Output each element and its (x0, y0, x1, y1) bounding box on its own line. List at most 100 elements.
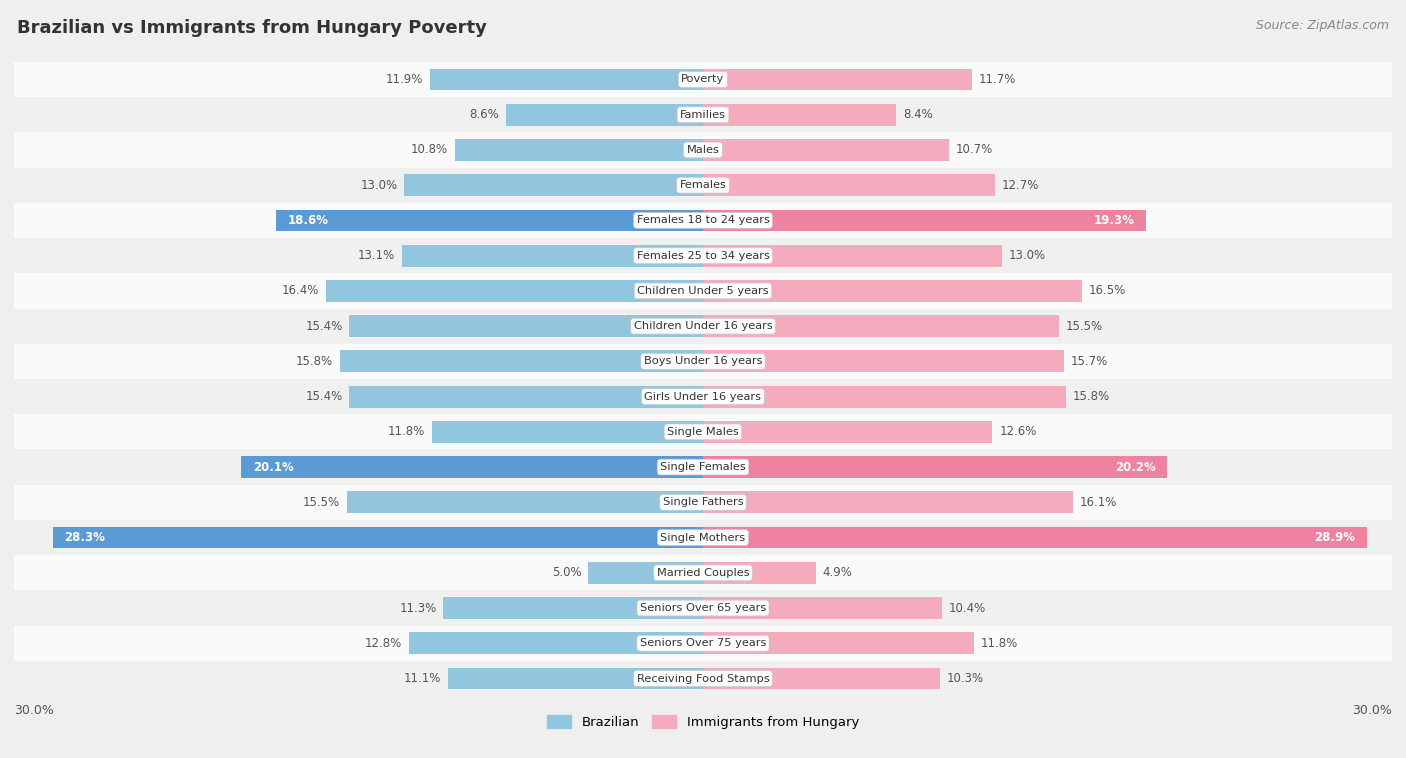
Bar (703, 386, 1066, 408)
Text: Girls Under 16 years: Girls Under 16 years (644, 392, 762, 402)
Bar (276, 209, 703, 231)
Text: 15.4%: 15.4% (305, 390, 343, 403)
Text: 8.6%: 8.6% (468, 108, 499, 121)
Text: 20.2%: 20.2% (1115, 461, 1156, 474)
Bar (409, 632, 703, 654)
Text: Males: Males (686, 145, 720, 155)
Bar (703, 245, 1001, 267)
Text: 10.3%: 10.3% (946, 672, 984, 685)
Text: 12.7%: 12.7% (1001, 179, 1039, 192)
Text: 13.1%: 13.1% (359, 249, 395, 262)
Bar (703, 421, 993, 443)
Bar (14, 274, 1392, 309)
Bar (14, 625, 1392, 661)
Bar (14, 414, 1392, 449)
Bar (14, 520, 1392, 555)
Text: 13.0%: 13.0% (360, 179, 398, 192)
Bar (14, 62, 1392, 97)
Bar (14, 379, 1392, 414)
Text: 15.5%: 15.5% (1066, 320, 1102, 333)
Bar (430, 68, 703, 90)
Text: 11.3%: 11.3% (399, 602, 437, 615)
Bar (703, 491, 1073, 513)
Text: 10.7%: 10.7% (956, 143, 993, 156)
Bar (347, 491, 703, 513)
Bar (588, 562, 703, 584)
Bar (703, 597, 942, 619)
Bar (703, 209, 1146, 231)
Text: Single Fathers: Single Fathers (662, 497, 744, 507)
Bar (14, 203, 1392, 238)
Text: 11.8%: 11.8% (981, 637, 1018, 650)
Bar (14, 344, 1392, 379)
Bar (703, 456, 1167, 478)
Text: Brazilian vs Immigrants from Hungary Poverty: Brazilian vs Immigrants from Hungary Pov… (17, 19, 486, 37)
Text: 16.4%: 16.4% (283, 284, 319, 297)
Text: 11.9%: 11.9% (385, 73, 423, 86)
Text: 13.0%: 13.0% (1008, 249, 1046, 262)
Bar (14, 484, 1392, 520)
Text: Source: ZipAtlas.com: Source: ZipAtlas.com (1256, 19, 1389, 32)
Text: 28.9%: 28.9% (1315, 531, 1355, 544)
Bar (349, 315, 703, 337)
Text: Females 25 to 34 years: Females 25 to 34 years (637, 251, 769, 261)
Bar (14, 590, 1392, 625)
Bar (443, 597, 703, 619)
Text: Families: Families (681, 110, 725, 120)
Text: Children Under 16 years: Children Under 16 years (634, 321, 772, 331)
Legend: Brazilian, Immigrants from Hungary: Brazilian, Immigrants from Hungary (541, 709, 865, 735)
Bar (703, 668, 939, 690)
Text: Married Couples: Married Couples (657, 568, 749, 578)
Bar (703, 139, 949, 161)
Text: 15.8%: 15.8% (1073, 390, 1109, 403)
Bar (703, 315, 1059, 337)
Text: 12.8%: 12.8% (366, 637, 402, 650)
Bar (703, 632, 974, 654)
Bar (14, 449, 1392, 484)
Bar (506, 104, 703, 126)
Text: 10.4%: 10.4% (949, 602, 986, 615)
Bar (703, 562, 815, 584)
Bar (14, 168, 1392, 203)
Bar (405, 174, 703, 196)
Text: 11.1%: 11.1% (404, 672, 441, 685)
Bar (402, 245, 703, 267)
Bar (703, 280, 1083, 302)
Text: 11.8%: 11.8% (388, 425, 425, 438)
Bar (14, 133, 1392, 168)
Text: 15.5%: 15.5% (304, 496, 340, 509)
Text: 12.6%: 12.6% (1000, 425, 1036, 438)
Text: 16.5%: 16.5% (1088, 284, 1126, 297)
Bar (14, 661, 1392, 696)
Bar (14, 97, 1392, 133)
Bar (53, 527, 703, 549)
Text: Single Males: Single Males (666, 427, 740, 437)
Text: 5.0%: 5.0% (551, 566, 581, 579)
Text: 16.1%: 16.1% (1080, 496, 1116, 509)
Bar (340, 350, 703, 372)
Bar (349, 386, 703, 408)
Text: 8.4%: 8.4% (903, 108, 932, 121)
Bar (432, 421, 703, 443)
Bar (449, 668, 703, 690)
Text: Poverty: Poverty (682, 74, 724, 84)
Text: 20.1%: 20.1% (253, 461, 294, 474)
Text: 4.9%: 4.9% (823, 566, 852, 579)
Bar (703, 350, 1063, 372)
Text: 15.8%: 15.8% (297, 355, 333, 368)
Bar (703, 68, 972, 90)
Bar (703, 104, 896, 126)
Text: 30.0%: 30.0% (1353, 704, 1392, 717)
Text: Seniors Over 75 years: Seniors Over 75 years (640, 638, 766, 648)
Text: Boys Under 16 years: Boys Under 16 years (644, 356, 762, 366)
Text: Receiving Food Stamps: Receiving Food Stamps (637, 674, 769, 684)
Text: 15.4%: 15.4% (305, 320, 343, 333)
Text: Females 18 to 24 years: Females 18 to 24 years (637, 215, 769, 225)
Bar (326, 280, 703, 302)
Bar (242, 456, 703, 478)
Text: 10.8%: 10.8% (411, 143, 449, 156)
Text: 18.6%: 18.6% (287, 214, 329, 227)
Text: Single Females: Single Females (661, 462, 745, 472)
Text: Females: Females (679, 180, 727, 190)
Bar (703, 174, 994, 196)
